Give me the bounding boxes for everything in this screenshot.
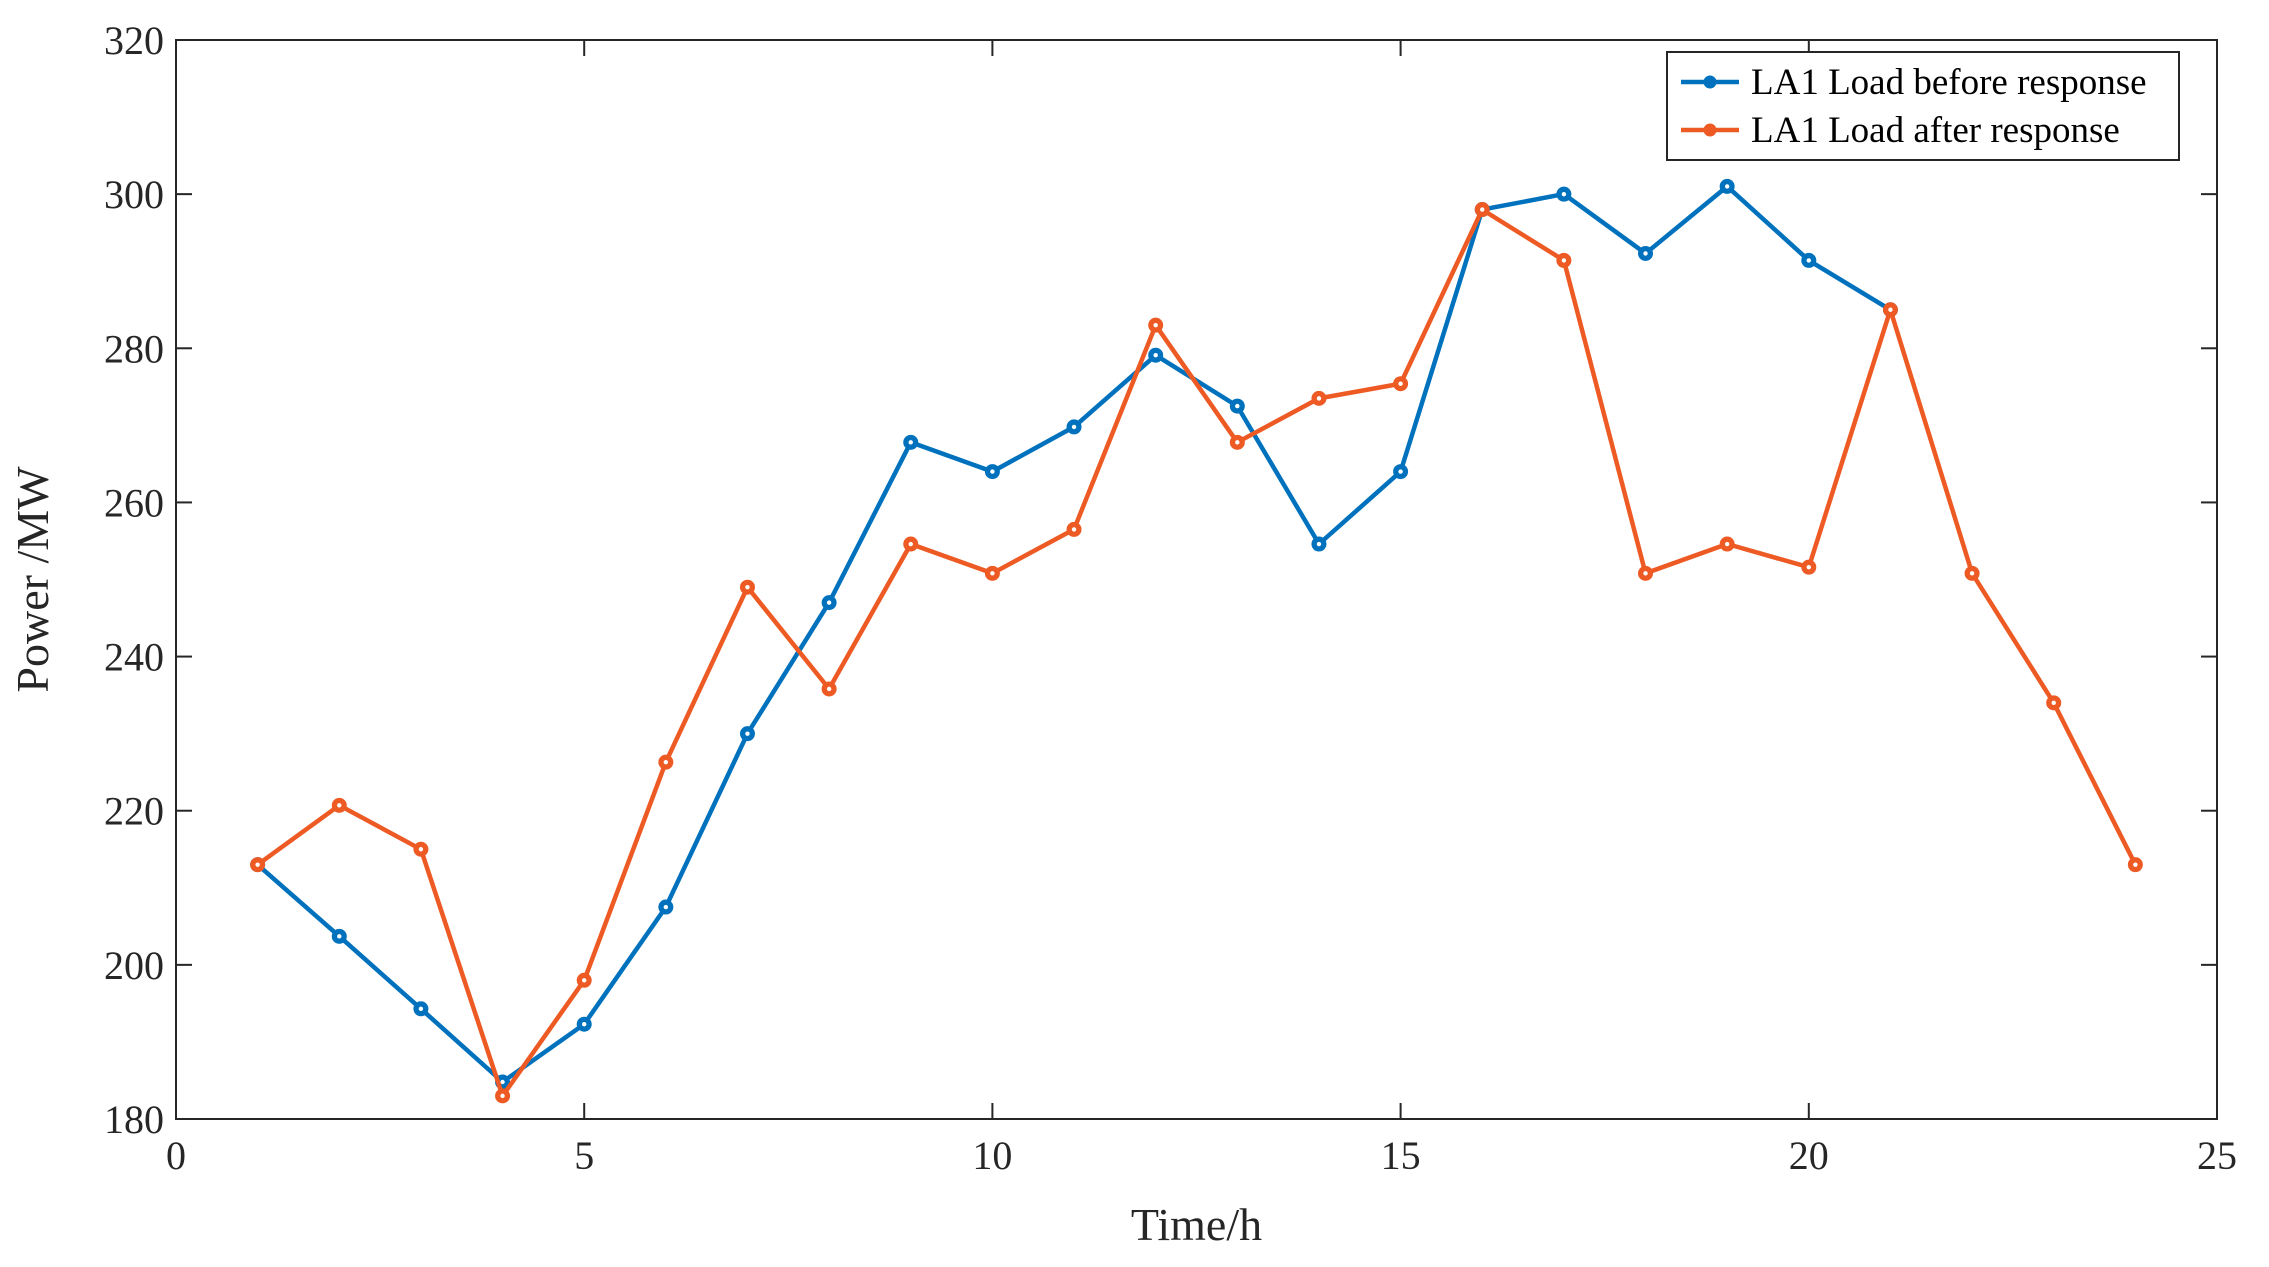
data-point-center [1480,207,1485,212]
data-point-center [745,731,750,736]
data-point-center [1969,571,1975,576]
data-point-center [1806,564,1812,570]
data-point-center [663,759,669,765]
data-point-center [1806,258,1812,263]
x-tick-label: 0 [166,1133,186,1178]
legend-swatch-marker [1703,75,1717,89]
y-tick-label: 180 [104,1097,164,1142]
data-point-center [500,1079,505,1085]
y-tick-label: 200 [104,943,164,988]
data-point-center [1071,527,1077,532]
axes-box [175,39,2218,1120]
data-point-center [663,904,669,910]
x-axis-title: Time/h [1131,1199,1262,1250]
data-point-center [337,803,342,808]
series-2 [250,202,2143,1104]
legend-label: LA1 Load before response [1751,62,2147,103]
data-point-center [1235,440,1240,445]
x-tick-label: 25 [2197,1133,2237,1178]
data-point-center [908,541,913,547]
data-point-center [1153,322,1158,328]
y-tick-label: 300 [104,172,164,217]
data-point-center [1316,396,1322,401]
data-point-center [826,600,832,605]
data-point-center [1724,541,1730,547]
data-point-center [1888,307,1893,312]
data-point-center [1398,469,1403,474]
y-tick-label: 220 [104,789,164,834]
x-tick-label: 5 [574,1133,594,1178]
data-point-center [500,1093,505,1099]
data-point-center [1316,541,1322,547]
legend-swatch-marker [1703,123,1717,137]
data-point-center [2133,862,2138,867]
legend-box [1666,51,2180,161]
data-point-center [418,1006,424,1011]
data-point-center [1561,258,1567,263]
data-point-center [1071,424,1077,430]
legend-label: LA1 Load after response [1751,110,2120,151]
legend: LA1 Load before response LA1 Load after r… [1666,51,2180,161]
series-line [256,207,2138,1099]
y-axis-title: Power /MW [7,466,58,693]
data-point-center [337,934,342,939]
x-tick-label: 15 [1381,1133,1421,1178]
data-point-center [2051,700,2056,706]
data-point-center [1153,353,1158,358]
data-point-center [990,469,995,474]
data-point-center [582,1022,587,1027]
data-point-center [745,585,750,590]
y-tick-label: 320 [104,18,164,63]
data-point-center [1643,251,1648,256]
data-point-center [908,440,913,445]
data-point-center [1724,184,1730,189]
data-point-center [255,862,260,867]
data-point-center [1643,571,1648,576]
data-point-center [826,686,832,692]
series-layer [250,178,2143,1104]
data-point-center [990,571,995,576]
data-point-center [1561,191,1567,197]
data-point-center [1398,381,1403,386]
y-tick-label: 240 [104,635,164,680]
x-tick-label: 10 [972,1133,1012,1178]
y-tick-label: 280 [104,326,164,371]
data-point-center [1235,403,1240,409]
x-tick-label: 20 [1789,1133,1829,1178]
y-tick-label: 260 [104,480,164,525]
axes: 0 5 10 15 20 25 180 200 220 240 260 280 300 320 [104,18,2237,1178]
data-point-center [582,978,587,983]
data-point-center [418,847,424,852]
